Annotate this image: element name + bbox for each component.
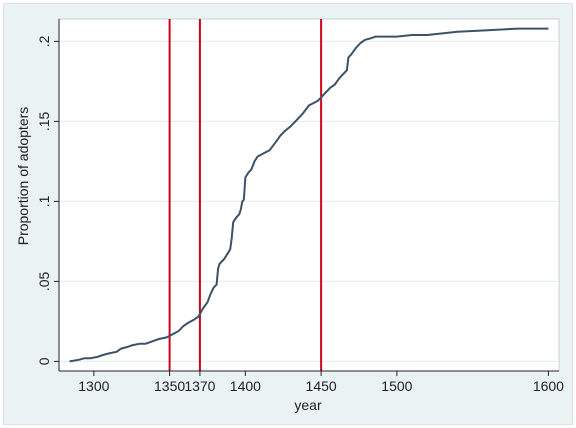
x-tick-label: 1600 xyxy=(533,378,564,394)
y-tick-label: .15 xyxy=(36,111,52,131)
x-tick-label: 1350 xyxy=(154,378,185,394)
x-tick-label: 1300 xyxy=(78,378,109,394)
chart-frame: 0.05.1.15.2 1300 1350 1370 1400 1450 1500 1600 … xyxy=(3,3,573,425)
y-tick-label: .05 xyxy=(36,271,52,291)
y-tick-label: 0 xyxy=(36,357,52,365)
x-tick-label: 1500 xyxy=(381,378,412,394)
x-tick-label: 1450 xyxy=(306,378,337,394)
plot-area xyxy=(58,18,560,372)
series-line xyxy=(69,27,549,363)
y-axis-title: Proportion of adopters xyxy=(15,107,31,246)
y-tick-label: .1 xyxy=(36,195,52,207)
x-tick-label: 1370 xyxy=(184,378,215,394)
x-axis-title: year xyxy=(294,397,322,413)
series-layer xyxy=(69,27,549,363)
ticks: 0 .05 .1 .15 .2 1300 1350 1370 1400 1450 1500 1600 xyxy=(36,35,564,394)
gridlines xyxy=(59,40,559,362)
x-tick-label: 1400 xyxy=(230,378,261,394)
y-tick-label: .2 xyxy=(36,35,52,47)
